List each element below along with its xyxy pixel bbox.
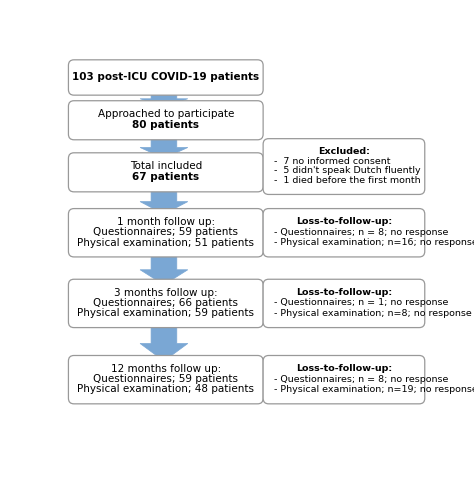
- Text: Questionnaires; 66 patients: Questionnaires; 66 patients: [93, 298, 238, 308]
- Polygon shape: [140, 134, 188, 158]
- Text: Loss-to-follow-up:: Loss-to-follow-up:: [296, 364, 392, 373]
- Text: Excluded:: Excluded:: [318, 147, 370, 156]
- Polygon shape: [140, 186, 188, 214]
- Text: 103 post-ICU COVID-19 patients: 103 post-ICU COVID-19 patients: [72, 72, 259, 82]
- Text: Total included: Total included: [130, 161, 202, 171]
- Text: -  1 died before the first month: - 1 died before the first month: [274, 176, 421, 185]
- FancyBboxPatch shape: [263, 279, 425, 327]
- Text: Loss-to-follow-up:: Loss-to-follow-up:: [296, 288, 392, 297]
- FancyBboxPatch shape: [263, 209, 425, 257]
- FancyBboxPatch shape: [68, 355, 263, 404]
- Text: -  5 didn't speak Dutch fluently: - 5 didn't speak Dutch fluently: [274, 167, 421, 175]
- Text: Approached to participate: Approached to participate: [98, 109, 234, 119]
- FancyBboxPatch shape: [263, 139, 425, 195]
- Text: - Questionnaires; n = 8; no response: - Questionnaires; n = 8; no response: [274, 228, 448, 237]
- Text: 3 months follow up:: 3 months follow up:: [114, 287, 218, 298]
- Text: 80 patients: 80 patients: [132, 120, 199, 130]
- Text: 1 month follow up:: 1 month follow up:: [117, 217, 215, 227]
- Text: - Physical examination; n=19; no response: - Physical examination; n=19; no respons…: [274, 385, 474, 394]
- Text: Physical examination; 48 patients: Physical examination; 48 patients: [77, 384, 254, 395]
- Text: - Physical examination; n=8; no response: - Physical examination; n=8; no response: [274, 309, 472, 318]
- Text: - Physical examination; n=16; no response: - Physical examination; n=16; no respons…: [274, 238, 474, 247]
- Polygon shape: [140, 322, 188, 361]
- Text: 12 months follow up:: 12 months follow up:: [110, 364, 221, 374]
- FancyBboxPatch shape: [68, 279, 263, 327]
- Text: - Questionnaires; n = 8; no response: - Questionnaires; n = 8; no response: [274, 375, 448, 384]
- Text: Physical examination; 51 patients: Physical examination; 51 patients: [77, 238, 254, 248]
- Polygon shape: [258, 291, 269, 316]
- Text: Questionnaires; 59 patients: Questionnaires; 59 patients: [93, 374, 238, 384]
- FancyBboxPatch shape: [68, 209, 263, 257]
- Polygon shape: [140, 89, 188, 106]
- Text: -  7 no informed consent: - 7 no informed consent: [274, 156, 391, 166]
- Polygon shape: [258, 220, 269, 245]
- FancyBboxPatch shape: [68, 60, 263, 95]
- Text: - Questionnaires; n = 1; no response: - Questionnaires; n = 1; no response: [274, 298, 448, 307]
- FancyBboxPatch shape: [68, 153, 263, 192]
- Polygon shape: [258, 368, 269, 392]
- Text: 67 patients: 67 patients: [132, 172, 200, 182]
- Polygon shape: [140, 251, 188, 285]
- Polygon shape: [258, 159, 269, 184]
- FancyBboxPatch shape: [263, 355, 425, 404]
- Text: Questionnaires; 59 patients: Questionnaires; 59 patients: [93, 227, 238, 237]
- Text: Loss-to-follow-up:: Loss-to-follow-up:: [296, 217, 392, 227]
- Text: Physical examination; 59 patients: Physical examination; 59 patients: [77, 308, 254, 318]
- FancyBboxPatch shape: [68, 101, 263, 140]
